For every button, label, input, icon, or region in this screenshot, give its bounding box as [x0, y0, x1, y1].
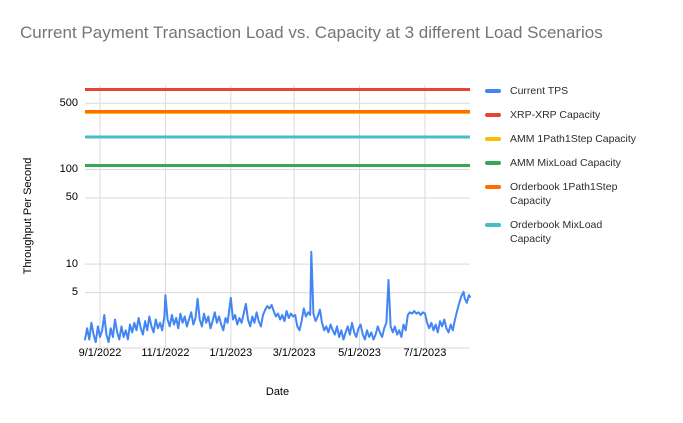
legend-item: AMM MixLoad Capacity [485, 156, 675, 170]
x-tick-label: 11/1/2022 [141, 347, 190, 359]
legend-label: XRP-XRP Capacity [510, 109, 601, 121]
y-tick-label: 500 [59, 96, 78, 109]
legend-label: Orderbook 1Path1Step Capacity [510, 181, 618, 207]
chart-legend: Current TPS XRP-XRP Capacity AMM 1Path1Ste… [485, 84, 675, 246]
legend-item: Current TPS [485, 84, 675, 98]
x-axis-title: Date [265, 386, 290, 398]
legend-swatch-icon [485, 161, 501, 165]
legend-swatch-icon [485, 223, 501, 227]
legend-label: AMM MixLoad Capacity [510, 157, 621, 169]
legend-label: Current TPS [510, 85, 569, 97]
legend-swatch-icon [485, 89, 501, 93]
legend-item: AMM 1Path1Step Capacity [485, 132, 675, 146]
x-tick-label: 3/1/2023 [272, 347, 316, 359]
legend-label: AMM 1Path1Step Capacity [510, 133, 637, 145]
y-tick-label: 100 [59, 162, 78, 175]
series-current-tps [84, 250, 471, 344]
legend-item: XRP-XRP Capacity [485, 108, 675, 122]
y-tick-label: 50 [65, 191, 78, 204]
x-tick-label: 1/1/2023 [209, 347, 253, 359]
y-axis-title: Throughput Per Second [22, 157, 34, 275]
legend-item: Orderbook MixLoad Capacity [485, 218, 675, 246]
legend-swatch-icon [485, 113, 501, 117]
legend-item: Orderbook 1Path1Step Capacity [485, 180, 675, 208]
y-tick-label: 10 [65, 257, 78, 270]
legend-swatch-icon [485, 137, 501, 141]
x-tick-label: 7/1/2023 [403, 347, 447, 359]
legend-label: Orderbook MixLoad Capacity [510, 219, 603, 245]
legend-swatch-icon [485, 185, 501, 189]
x-tick-label: 5/1/2023 [338, 347, 381, 359]
y-tick-label: 5 [71, 286, 78, 299]
x-tick-label: 9/1/2022 [78, 347, 122, 359]
chart-title: Current Payment Transaction Load vs. Cap… [20, 23, 603, 42]
